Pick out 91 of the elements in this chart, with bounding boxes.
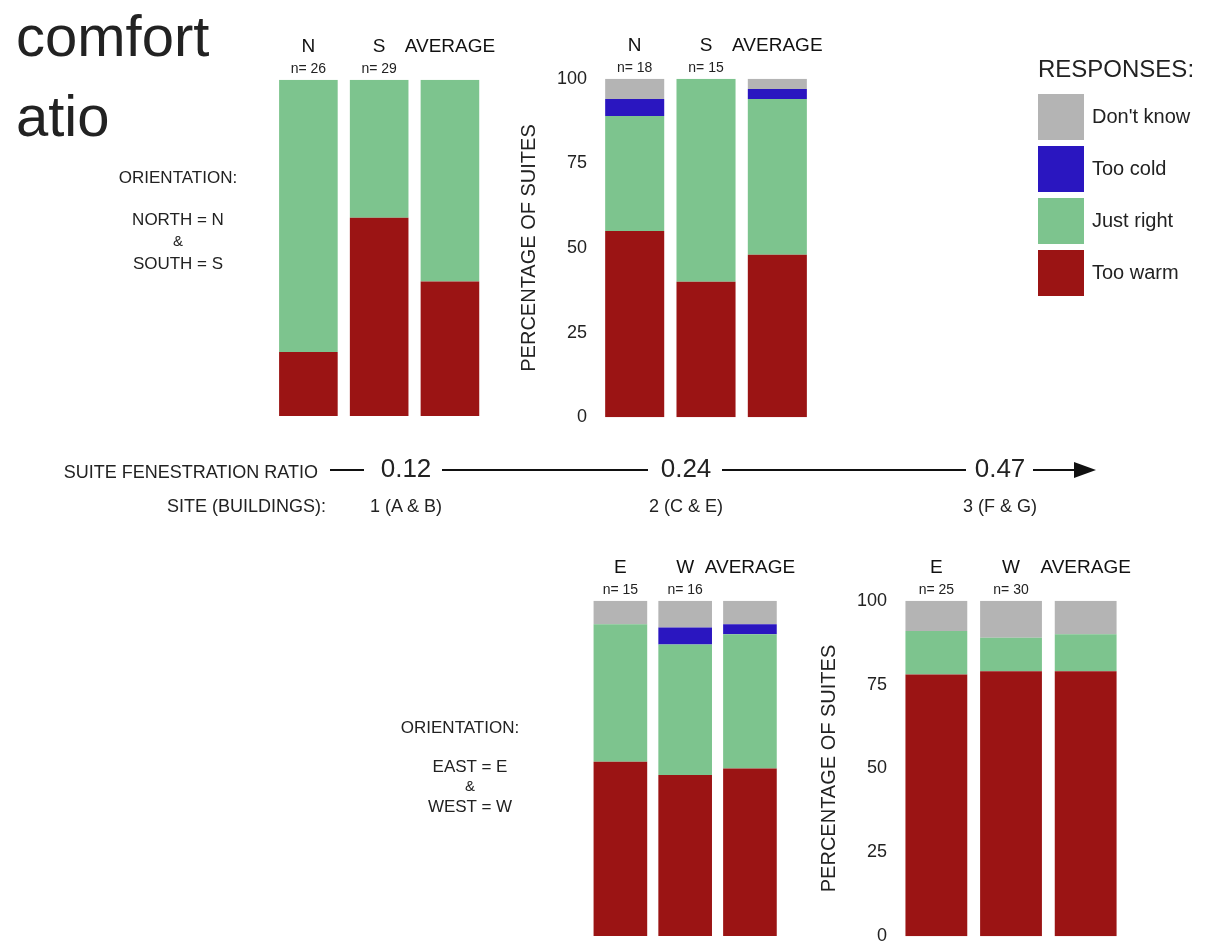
text: ORIENTATION:: [118, 167, 238, 187]
bar: [905, 674, 968, 937]
bar: [980, 600, 1042, 638]
bar: [605, 99, 665, 117]
y-tick-label: 50: [867, 757, 888, 778]
y-tick-label: 0: [877, 925, 888, 946]
bar: [747, 88, 807, 100]
y-tick-label: 75: [867, 673, 888, 694]
legend-label: Too cold: [1092, 156, 1167, 179]
text: n= 26: [290, 59, 327, 76]
text: comfort: [16, 3, 210, 68]
bar: [747, 254, 807, 418]
y-axis-title: PERCENTAGE OF SUITES: [816, 644, 839, 893]
text: n= 15: [602, 580, 639, 597]
bar: [676, 281, 736, 418]
y-tick-label: 0: [577, 406, 588, 427]
y-tick-label: 75: [567, 152, 588, 173]
x-tick-label: AVERAGE: [404, 34, 496, 56]
bar: [1054, 671, 1117, 937]
bar: [1054, 634, 1117, 672]
text: NORTH = N: [132, 209, 224, 229]
text: SUITE FENESTRATION RATIO: [63, 461, 318, 483]
text: n= 29: [361, 59, 398, 76]
bar: [658, 600, 712, 628]
bar: [747, 99, 807, 255]
text: 2 (C & E): [648, 495, 724, 517]
x-tick-label: AVERAGE: [1040, 555, 1131, 577]
text: n= 16: [667, 580, 704, 597]
bar: [349, 217, 409, 416]
x-tick-label: S: [372, 34, 386, 56]
bar: [980, 671, 1042, 937]
x-tick-label: N: [301, 34, 316, 56]
annotation: n= 15: [688, 58, 724, 75]
legend-label: Don't know: [1092, 104, 1191, 127]
text: atio: [16, 83, 110, 148]
text: &: [464, 777, 476, 795]
annotation: n= 30: [993, 580, 1029, 597]
x-tick-label: E: [930, 555, 943, 577]
y-tick-label: 25: [867, 841, 888, 862]
bar: [349, 79, 409, 218]
bar: [658, 644, 712, 776]
bar: [658, 627, 712, 645]
bar: [723, 768, 777, 936]
text: 0.47: [974, 452, 1026, 484]
x-tick-label: E: [614, 555, 627, 577]
bar: [747, 78, 807, 89]
text: WEST = W: [427, 796, 513, 816]
legend-label: Too warm: [1092, 260, 1179, 283]
y-tick-label: 100: [556, 67, 588, 88]
y-tick-label: 100: [856, 589, 888, 610]
x-tick-label: AVERAGE: [732, 33, 823, 55]
bar: [605, 116, 665, 232]
bar: [1054, 600, 1117, 635]
text: 0.24: [660, 452, 712, 484]
bar: [723, 634, 777, 769]
x-tick-label: N: [627, 33, 642, 55]
x-tick-label: W: [1002, 555, 1021, 577]
bar: [658, 775, 712, 936]
text: EAST = E: [432, 756, 508, 776]
bar: [723, 624, 777, 635]
bar: [605, 231, 665, 418]
y-tick-label: 25: [567, 321, 588, 342]
text: SITE (BUILDINGS):: [166, 495, 326, 517]
bar: [420, 79, 480, 282]
bar: [905, 630, 968, 675]
annotation: n= 18: [616, 58, 653, 75]
bar: [605, 78, 665, 100]
bar: [420, 281, 480, 416]
bar: [593, 624, 648, 762]
legend-title: RESPONSES:: [1038, 54, 1195, 82]
bar: [980, 637, 1042, 672]
legend-label: Just right: [1092, 208, 1174, 231]
bar: [723, 600, 777, 625]
bar: [279, 352, 338, 416]
x-tick-label: W: [676, 555, 695, 577]
text: &: [172, 232, 184, 250]
text: ORIENTATION:: [400, 717, 520, 737]
bar: [676, 78, 736, 282]
text: SOUTH = S: [132, 253, 224, 273]
bar: [279, 79, 338, 353]
bar: [593, 600, 648, 625]
text: 1 (A & B): [369, 495, 443, 517]
x-tick-label: AVERAGE: [704, 555, 796, 577]
x-tick-label: S: [699, 33, 713, 55]
bar: [905, 600, 968, 631]
y-tick-label: 50: [567, 236, 588, 257]
bar: [593, 761, 648, 936]
text: 0.12: [380, 452, 432, 484]
annotation: n= 25: [918, 580, 955, 597]
y-axis-title: PERCENTAGE OF SUITES: [516, 124, 539, 372]
text: 3 (F & G): [962, 495, 1038, 517]
